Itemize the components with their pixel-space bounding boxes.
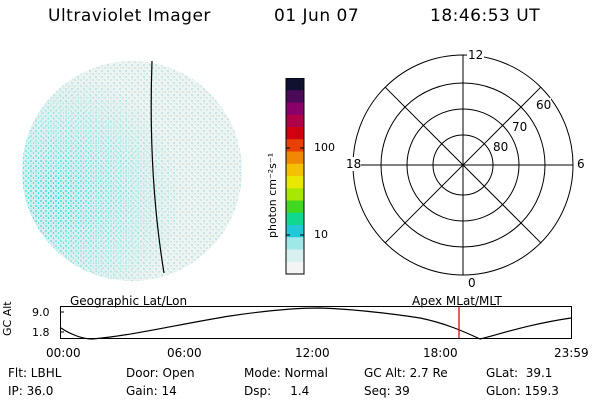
colorbar-band bbox=[286, 139, 304, 152]
color-scale-bar: photon cm⁻²s⁻¹ bbox=[266, 78, 305, 275]
colorbar-band bbox=[286, 188, 304, 201]
colorbar-band bbox=[286, 237, 304, 250]
colorbar-band bbox=[286, 163, 304, 177]
xtick-1200: 12:00 bbox=[295, 346, 330, 360]
colorbar-band bbox=[286, 225, 304, 238]
xtick-0600: 06:00 bbox=[167, 346, 202, 360]
altitude-orbit-plot bbox=[60, 306, 572, 340]
ytick-1-8: 1.8 bbox=[32, 326, 50, 339]
seq-info: Seq: 39 bbox=[364, 384, 410, 398]
polar-label-6: 6 bbox=[577, 157, 585, 171]
date-label: 01 Jun 07 bbox=[274, 6, 360, 26]
colorbar-band bbox=[286, 114, 304, 128]
gc-alt-info: GC Alt: 2.7 Re bbox=[364, 366, 448, 380]
dsp-info: Dsp: 1.4 bbox=[244, 384, 310, 398]
colorbar-band bbox=[286, 176, 304, 189]
door-info: Door: Open bbox=[126, 366, 195, 380]
terminator-line bbox=[150, 60, 165, 274]
polar-ring-60: 60 bbox=[536, 98, 552, 112]
gain-info: Gain: 14 bbox=[126, 384, 177, 398]
colorbar-band bbox=[286, 261, 304, 275]
xtick-0000: 00:00 bbox=[46, 346, 81, 360]
colorbar-band bbox=[286, 212, 304, 226]
geo-latlon-label: Geographic Lat/Lon bbox=[70, 294, 188, 308]
ytick-9: 9.0 bbox=[32, 306, 50, 319]
mode-info: Mode: Normal bbox=[244, 366, 328, 380]
ip-info: IP: 36.0 bbox=[8, 384, 54, 398]
polar-label-0: 0 bbox=[468, 276, 476, 290]
glon-info: GLon: 159.3 bbox=[486, 384, 559, 398]
colorbar-band bbox=[286, 102, 304, 116]
earth-uv-image bbox=[22, 60, 242, 281]
colorbar-band bbox=[286, 90, 304, 103]
colorbar-band bbox=[286, 78, 304, 91]
apex-mlat-label: Apex MLat/MLT bbox=[412, 294, 502, 308]
polar-label-12: 12 bbox=[467, 48, 485, 62]
xtick-2359: 23:59 bbox=[554, 346, 589, 360]
altitude-curve bbox=[60, 307, 572, 340]
colorbar-band bbox=[286, 151, 304, 165]
gc-alt-axis-label: GC Alt bbox=[1, 301, 14, 336]
instrument-title: Ultraviolet Imager bbox=[48, 6, 211, 26]
colorbar-band bbox=[286, 249, 304, 263]
filter-info: Flt: LBHL bbox=[8, 366, 62, 380]
colorbar-unit-label: photon cm⁻²s⁻¹ bbox=[266, 153, 279, 238]
colorbar-tick-10: 10 bbox=[314, 228, 328, 241]
xtick-1800: 18:00 bbox=[423, 346, 458, 360]
colorbar-band bbox=[286, 127, 304, 140]
time-label: 18:46:53 UT bbox=[430, 6, 541, 26]
polar-label-18: 18 bbox=[346, 157, 362, 171]
colorbar-tick-100: 100 bbox=[314, 141, 335, 154]
polar-mlt-plot bbox=[352, 54, 574, 276]
glat-info: GLat: 39.1 bbox=[486, 366, 553, 380]
polar-ring-80: 80 bbox=[493, 140, 509, 154]
colorbar-band bbox=[286, 200, 304, 214]
polar-ring-70: 70 bbox=[512, 120, 528, 134]
